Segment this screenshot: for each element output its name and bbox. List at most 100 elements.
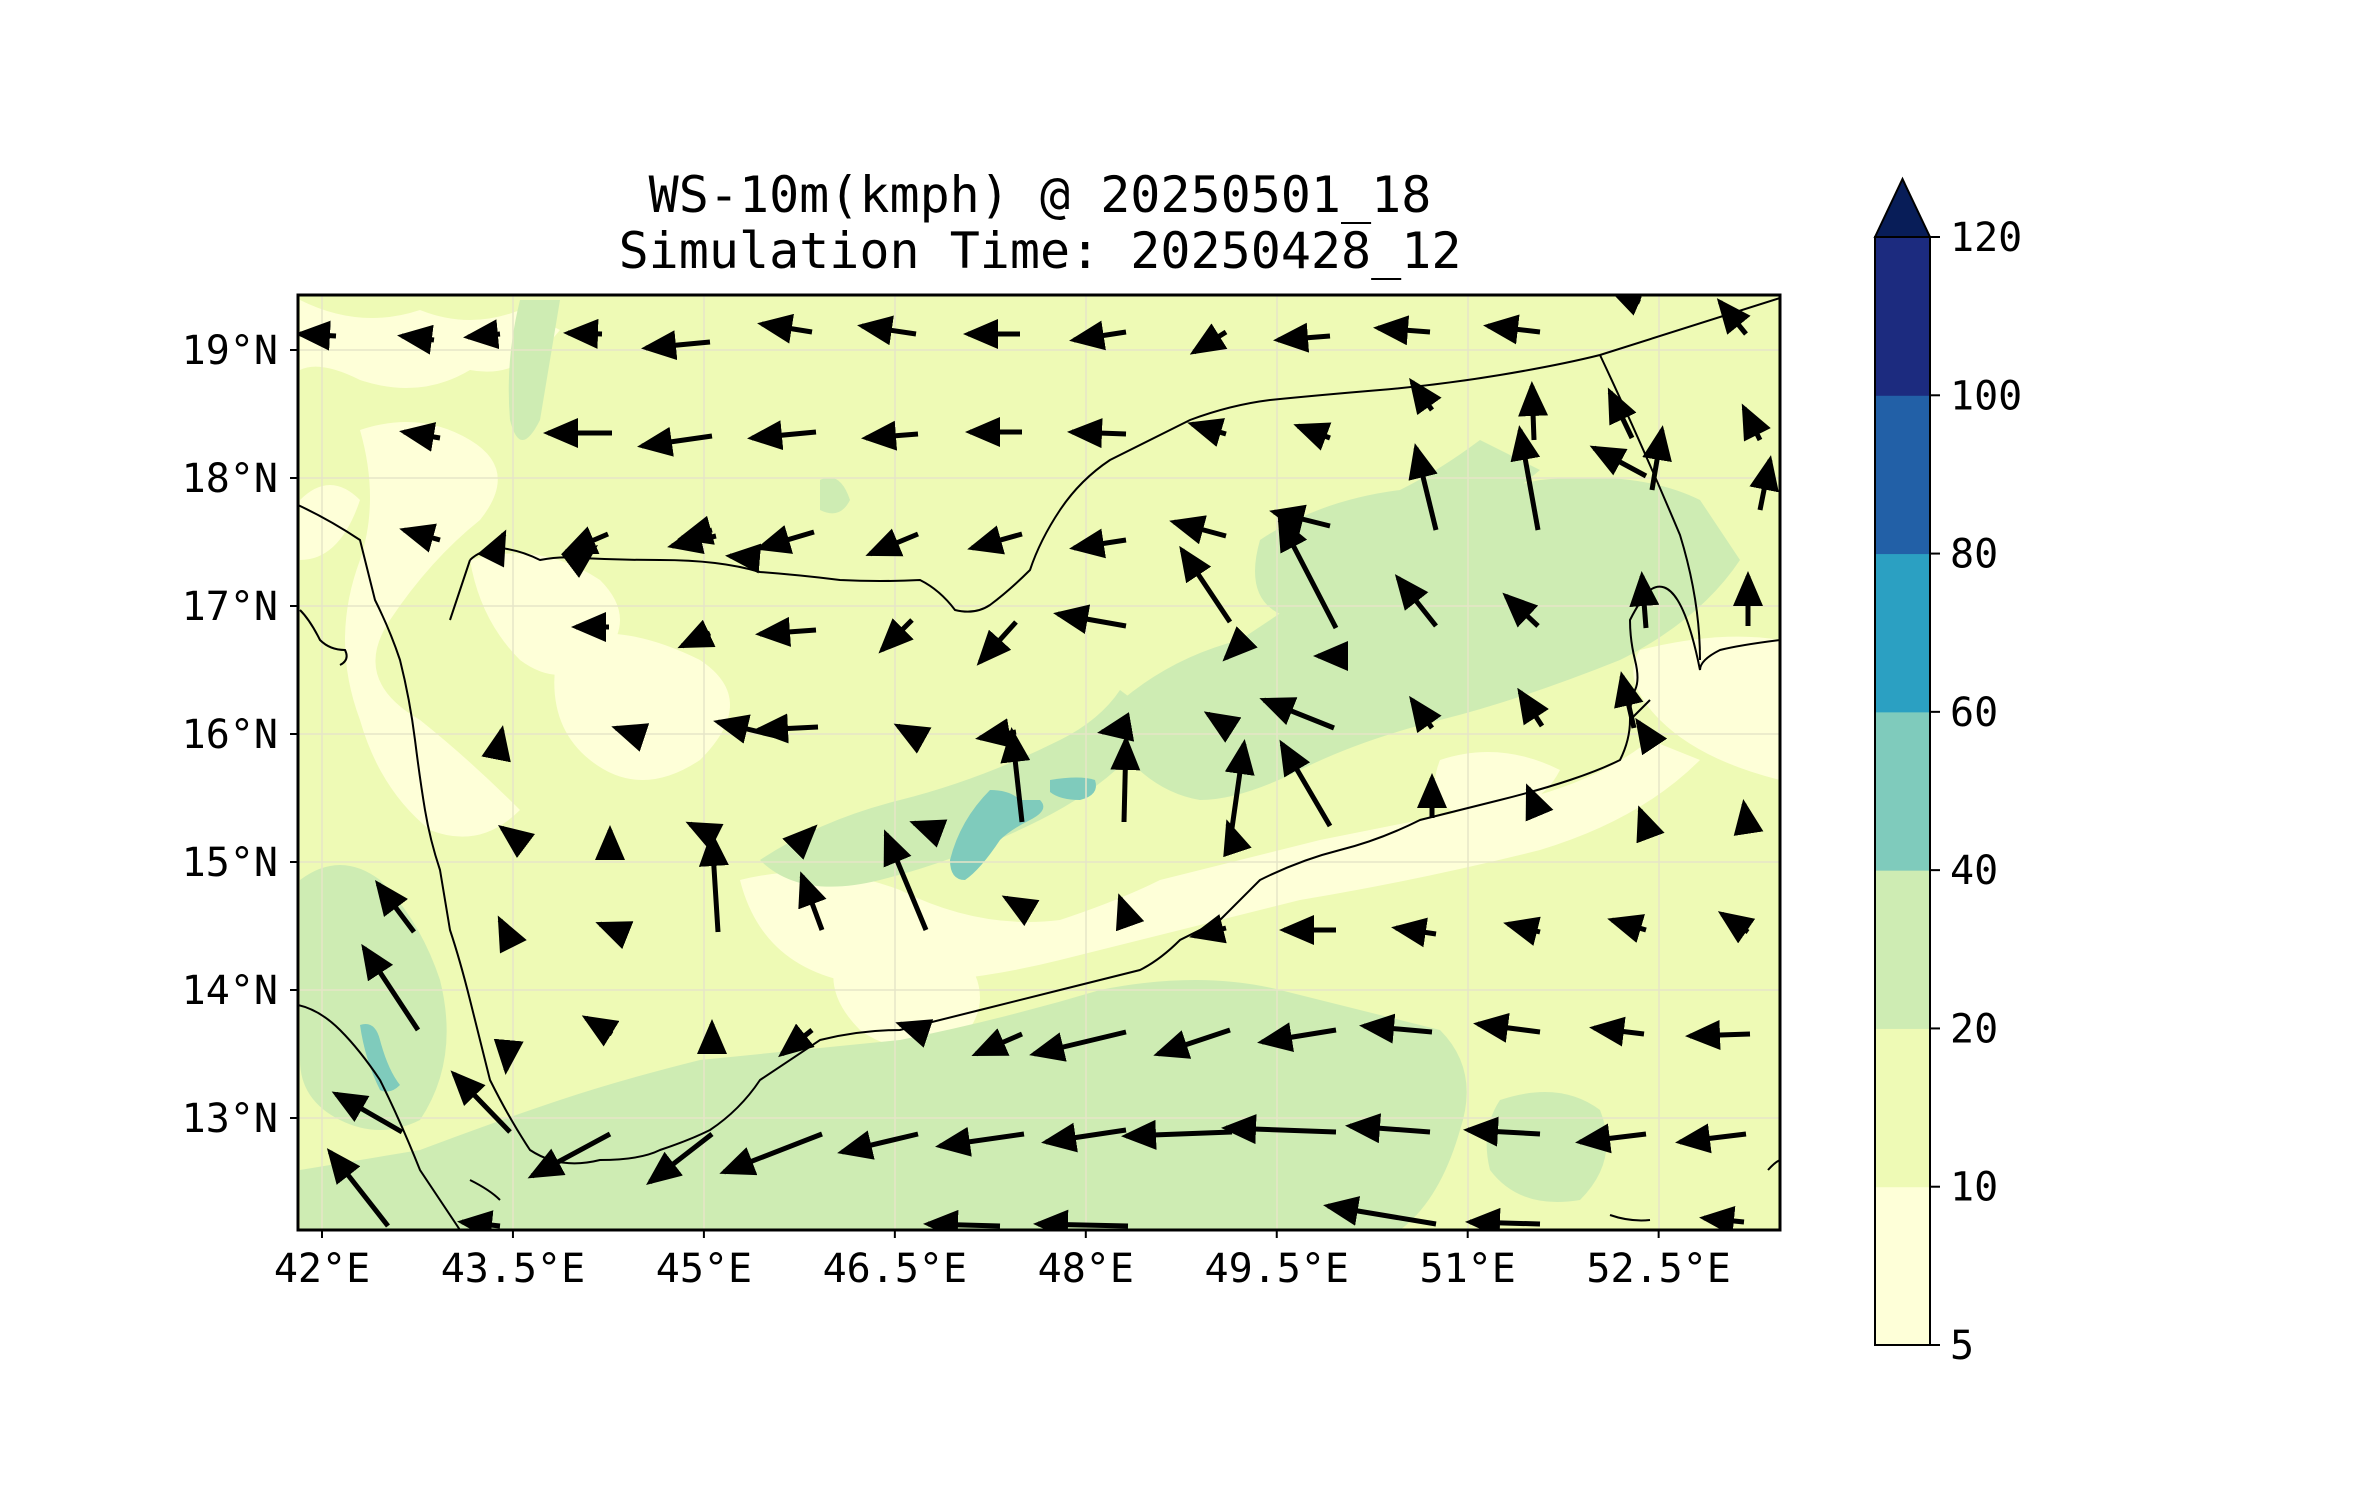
wind-vector-arrow <box>1179 545 1233 624</box>
wind-vector-arrow <box>1465 1207 1541 1230</box>
wind-vector-arrow <box>1069 320 1127 351</box>
wind-vector-arrow <box>1589 1016 1645 1047</box>
colorbar-label: 10 <box>1950 1165 1998 1211</box>
wind-vector-arrow <box>1222 626 1258 662</box>
wind-vector-arrow <box>895 1019 934 1048</box>
wind-vector-arrow <box>563 318 603 349</box>
colorbar-label: 100 <box>1950 373 2022 419</box>
y-tick-label: 19°N <box>182 328 278 374</box>
wind-vector-arrow <box>450 1070 512 1134</box>
wind-vector-arrow <box>1221 1114 1337 1145</box>
wind-vector-arrow <box>375 880 416 934</box>
wind-vector-arrow <box>861 420 919 451</box>
wind-vector-arrow <box>581 1015 620 1047</box>
colorbar-outline <box>1874 236 1931 1346</box>
wind-vector-arrow <box>1110 735 1141 823</box>
wind-vector-arrow <box>457 1210 501 1230</box>
colorbar-label: 80 <box>1950 532 1998 578</box>
wind-vector-arrow <box>782 824 818 860</box>
wind-vector-arrow <box>1001 895 1040 927</box>
map-panel <box>298 295 1780 1230</box>
colorbar-label: 60 <box>1950 690 1998 736</box>
wind-vector-arrow <box>1502 592 1540 628</box>
x-tick-label: 46.5°E <box>823 1246 968 1292</box>
y-tick-label: 16°N <box>182 712 278 758</box>
wind-vector-arrow <box>893 723 932 754</box>
wind-vector-arrow <box>883 829 929 931</box>
chart-title-line1: WS-10m(kmph) @ 20250501_18 <box>649 166 1432 224</box>
wind-vector-arrow <box>1733 799 1764 836</box>
wind-vector-arrow <box>298 320 337 351</box>
wind-vector-arrow <box>1029 1029 1127 1062</box>
x-tick-label: 49.5°E <box>1205 1246 1350 1292</box>
wind-vector-arrow <box>755 525 815 554</box>
wind-vector-arrow <box>1483 314 1541 345</box>
wind-vector-arrow <box>909 819 948 848</box>
wind-vector-arrow <box>971 1028 1023 1057</box>
wind-vector-arrow <box>976 620 1018 666</box>
x-tick-label: 48°E <box>1038 1246 1134 1292</box>
wind-vector-arrow <box>1642 425 1672 491</box>
map-gridlines <box>298 295 1780 1230</box>
wind-vector-arrow <box>747 420 817 451</box>
map-frame <box>296 293 1782 1232</box>
wind-vector-arrow <box>1273 322 1331 353</box>
wind-vector-arrow <box>1203 711 1242 743</box>
wind-vector-arrow <box>757 313 813 344</box>
wind-vector-arrow <box>1189 323 1228 355</box>
colorbar-segment <box>1875 553 1930 713</box>
wind-vector-arrow <box>1279 739 1333 828</box>
wind-vector-arrow <box>477 529 507 568</box>
wind-vector-arrow <box>1359 1013 1433 1044</box>
wind-vector-arrow <box>1277 515 1339 630</box>
wind-vector-arrow <box>1069 528 1127 559</box>
wind-vector-arrow <box>1000 727 1031 823</box>
colorbar-extend-max-triangle <box>1873 176 1932 238</box>
wind-vector-arrow <box>1224 739 1255 829</box>
wind-vector-arrow <box>1115 893 1145 932</box>
wind-vector-arrow <box>1033 1209 1129 1230</box>
wind-vector-arrow <box>967 525 1023 555</box>
wind-vector-arrow <box>1510 425 1541 531</box>
colorbar-segment <box>1875 1028 1930 1188</box>
wind-vector-arrow <box>1717 911 1756 944</box>
wind-vector-arrow <box>1169 515 1227 545</box>
x-tick-label: 42°E <box>274 1246 370 1292</box>
wind-vector-arrow <box>1699 1206 1745 1230</box>
y-tick-label: 18°N <box>182 456 278 502</box>
wind-vector-arrow <box>1635 717 1668 756</box>
wind-vector-arrow <box>399 523 441 553</box>
wind-vector-arrow <box>1257 1022 1337 1053</box>
wind-vector-arrow <box>1607 914 1647 943</box>
y-tick-label: 17°N <box>182 584 278 630</box>
colorbar-segment <box>1875 237 1930 396</box>
wind-vector-arrow <box>1187 418 1227 447</box>
wind-vector-arrow <box>397 324 435 355</box>
wind-vector-arrow <box>1575 1123 1647 1154</box>
wind-vector-arrow <box>1629 571 1660 629</box>
wind-vector-arrow <box>611 723 650 752</box>
colorbar-label: 20 <box>1950 1006 1998 1052</box>
y-tick-label: 15°N <box>182 840 278 886</box>
wind-vector-arrow <box>778 1023 815 1058</box>
wind-vector-arrow <box>857 315 917 346</box>
x-axis-ticks: 42°E 43.5°E 45°E 46.5°E 48°E 49.5°E 51°E 52.5°E <box>274 1230 1731 1292</box>
wind-vector-arrow <box>1097 712 1135 742</box>
wind-vector-arrow <box>1607 387 1637 440</box>
wind-vector-arrow <box>361 943 421 1032</box>
wind-vector-arrow <box>878 618 914 654</box>
wind-vector-arrow <box>1503 916 1541 946</box>
wind-vector-arrow <box>481 725 511 763</box>
wind-vector-arrow <box>399 422 441 452</box>
wind-vector-arrow <box>923 1209 1001 1230</box>
wind-vector-arrow <box>498 825 535 858</box>
x-tick-label: 45°E <box>656 1246 752 1292</box>
wind-vector-arrow <box>1053 604 1127 634</box>
wind-vector-arrow <box>1067 418 1127 449</box>
wind-vector-arrow <box>637 426 713 457</box>
wind-vector-arrow <box>1293 422 1332 451</box>
wind-vector-arrow <box>1749 455 1779 511</box>
wind-vector-arrow <box>753 713 819 744</box>
wind-vector-arrow <box>1391 917 1437 948</box>
colorbar-segment <box>1875 395 1930 555</box>
